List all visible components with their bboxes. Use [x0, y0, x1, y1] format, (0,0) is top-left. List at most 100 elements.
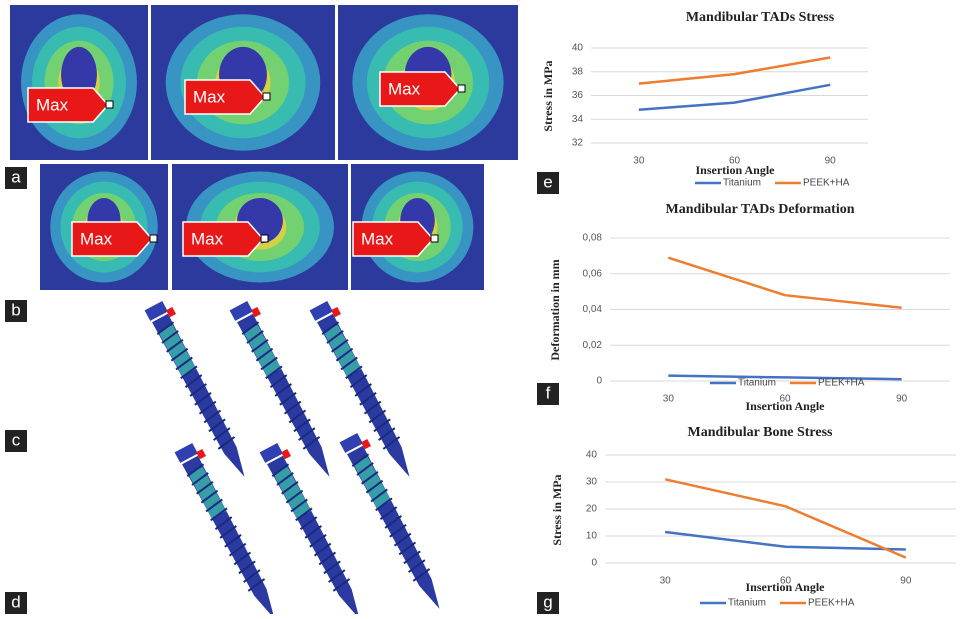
thread [345, 365, 363, 380]
thread [299, 516, 318, 530]
thread [283, 400, 302, 415]
max-marker [379, 71, 462, 107]
thread [184, 374, 203, 388]
thread [255, 347, 274, 362]
thread [170, 347, 189, 362]
thread [279, 391, 297, 406]
chart-title: Mandibular TADs Deformation [665, 202, 854, 217]
thread [318, 551, 337, 566]
x-axis-title: Insertion Angle [745, 580, 825, 594]
series-line [668, 374, 902, 381]
max-marker [182, 221, 265, 257]
max-label: Max [191, 229, 224, 248]
thread [208, 418, 226, 433]
panel-label-box [537, 592, 559, 614]
thread [393, 532, 412, 547]
thread [375, 497, 393, 512]
max-marker [352, 221, 435, 257]
screw-head [229, 300, 253, 321]
thread [304, 525, 322, 539]
x-axis-title: Insertion Angle [745, 399, 825, 413]
thread [321, 321, 340, 335]
thread [219, 525, 237, 539]
max-marker-small [361, 438, 372, 450]
max-point [149, 234, 158, 243]
thread [354, 383, 372, 397]
series-line [667, 256, 902, 309]
thread [378, 427, 396, 441]
thread [180, 365, 198, 380]
max-marker [184, 79, 267, 115]
x-tick-label: 90 [896, 394, 908, 405]
screw [309, 300, 410, 477]
thread [274, 383, 292, 397]
y-tick-label: 20 [586, 504, 598, 515]
thread [224, 533, 242, 548]
thread [276, 472, 294, 486]
thread [191, 472, 209, 486]
legend-label: PEEK+HA [803, 178, 850, 189]
panel-label: c [12, 430, 21, 449]
max-point [430, 234, 439, 243]
thread [213, 427, 231, 441]
series-line [638, 56, 831, 85]
panel-label-box [5, 167, 27, 189]
y-axis-title: Stress in MPa [550, 474, 564, 545]
x-tick-label: 90 [825, 156, 837, 167]
thread [332, 578, 351, 592]
panel-label-box [5, 300, 27, 322]
thread [288, 409, 307, 424]
screw-head [144, 300, 168, 321]
screw [259, 442, 360, 619]
thread [335, 347, 354, 362]
max-point [105, 100, 114, 109]
thread [361, 470, 379, 485]
screw [339, 432, 440, 609]
thread [328, 569, 346, 583]
thread [403, 550, 421, 565]
y-axis-title: Stress in MPa [541, 60, 555, 131]
thread [373, 418, 391, 433]
legend-label: PEEK+HA [818, 378, 865, 389]
max-label: Max [193, 87, 226, 106]
y-tick-label: 10 [586, 531, 598, 542]
thread [186, 463, 205, 477]
thread [281, 480, 299, 495]
thread [285, 489, 304, 504]
y-tick-label: 40 [572, 43, 584, 54]
max-label: Max [361, 229, 394, 248]
y-tick-label: 36 [572, 90, 584, 101]
thread [370, 488, 388, 503]
chart-title: Mandibular TADs Stress [686, 10, 835, 25]
y-tick-label: 34 [572, 114, 584, 125]
thread [246, 330, 264, 344]
x-tick-label: 90 [900, 576, 912, 587]
thread [408, 559, 426, 573]
thread [331, 338, 349, 353]
x-tick-label: 60 [780, 576, 792, 587]
thread [398, 541, 417, 556]
max-marker-small [251, 306, 262, 318]
thread [384, 515, 402, 529]
y-tick-label: 0 [596, 376, 602, 387]
thread [243, 569, 261, 583]
thread [295, 507, 313, 522]
thread [189, 383, 207, 397]
thread [247, 578, 266, 592]
thread [203, 409, 222, 424]
y-tick-label: 0,04 [583, 304, 603, 315]
x-tick-label: 60 [729, 156, 741, 167]
max-marker-small [196, 448, 207, 460]
screw-head [309, 300, 333, 321]
x-tick-label: 30 [633, 156, 645, 167]
y-tick-label: 40 [586, 450, 598, 461]
legend-label: PEEK+HA [808, 598, 855, 609]
max-point [260, 234, 269, 243]
thread [290, 498, 308, 513]
stress-field [21, 14, 137, 151]
thread [210, 507, 228, 522]
panel-label: b [11, 300, 20, 319]
max-label: Max [36, 95, 69, 114]
thread [200, 489, 219, 504]
thread [166, 338, 184, 353]
